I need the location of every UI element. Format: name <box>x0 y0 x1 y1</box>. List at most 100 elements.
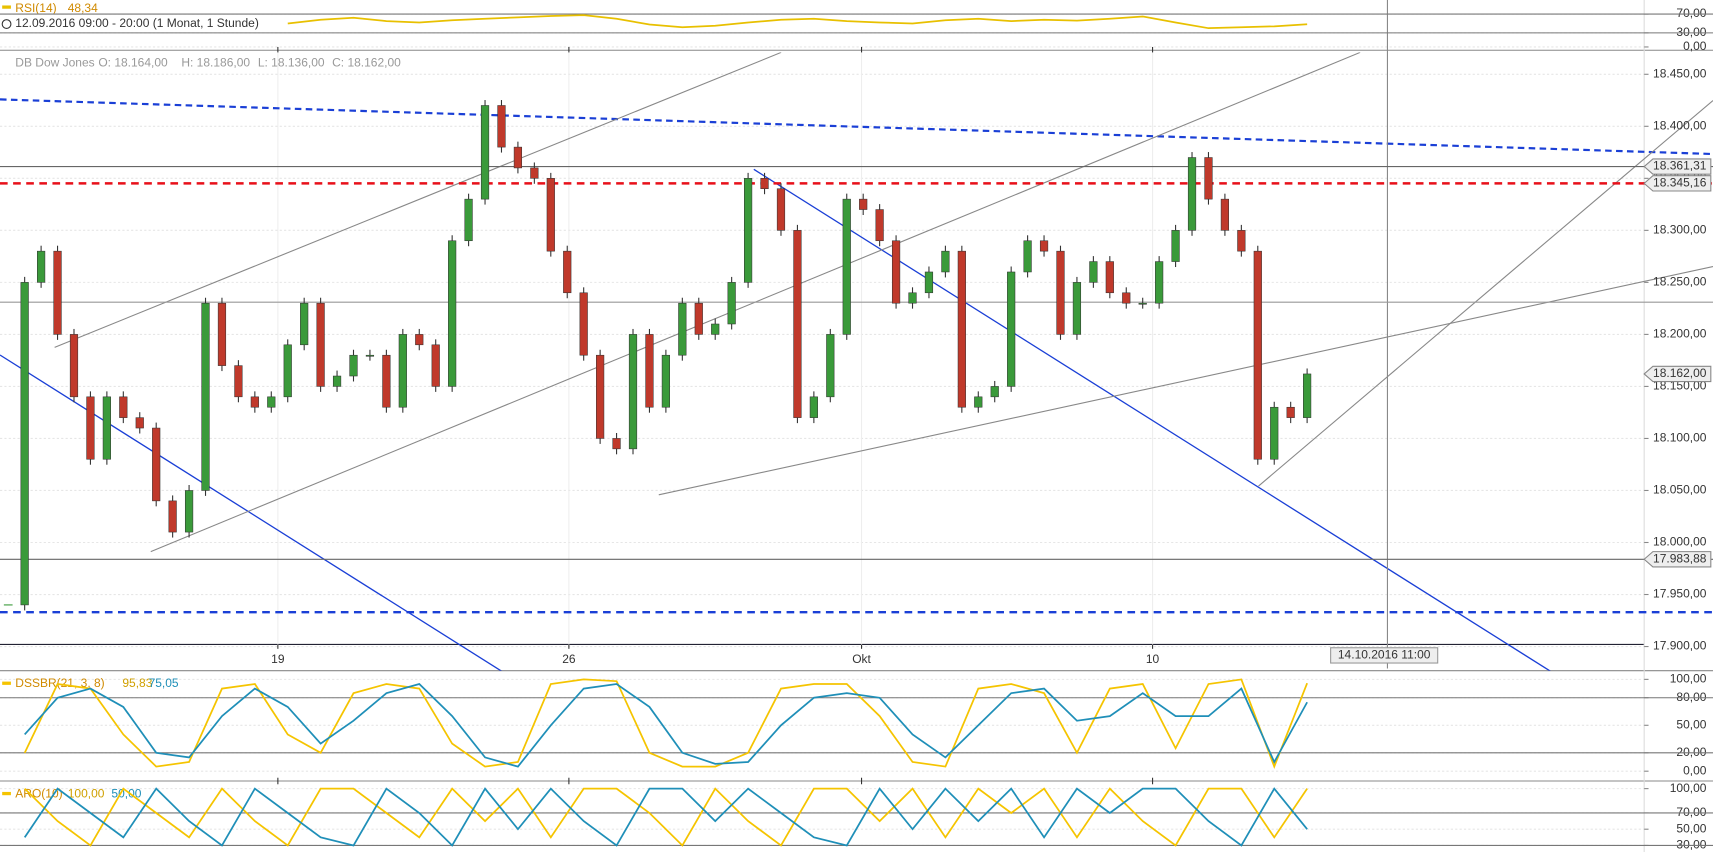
candle <box>168 500 177 533</box>
instrument: DB Dow Jones <box>15 56 94 70</box>
trend-line <box>0 98 1713 156</box>
candle <box>448 240 457 387</box>
candle <box>859 198 868 210</box>
x-tick-label: Okt <box>852 652 871 666</box>
candle <box>1303 373 1312 418</box>
candle <box>563 250 572 294</box>
candle <box>645 334 654 408</box>
candle <box>513 146 523 169</box>
candle <box>809 396 818 418</box>
indicator-line <box>24 787 1308 847</box>
y-tick-label: 17.950,00 <box>1653 587 1707 601</box>
candle <box>727 282 736 325</box>
trend-line <box>54 52 782 348</box>
candle <box>842 198 851 335</box>
candle <box>1270 406 1279 460</box>
price-tag-label: 17.983,88 <box>1653 551 1707 565</box>
y-tick-label: 30,00 <box>1676 25 1706 39</box>
candle <box>1056 250 1065 335</box>
y-tick-label: 17.900,00 <box>1653 639 1707 653</box>
candle <box>974 396 983 408</box>
y-tick-label: 18.300,00 <box>1653 223 1707 237</box>
candle <box>250 396 259 408</box>
candle <box>924 271 934 294</box>
y-tick-label: 18.250,00 <box>1653 275 1707 289</box>
rsi-swatch <box>2 5 11 9</box>
candle <box>990 386 999 398</box>
price-tag <box>1643 551 1712 568</box>
ohlc-label: H: 18.186,00 <box>181 56 250 70</box>
candle <box>1023 240 1032 273</box>
dss-swatch <box>2 681 11 685</box>
candle <box>69 334 79 398</box>
y-tick-label: 18.100,00 <box>1653 431 1707 445</box>
candle <box>316 302 325 387</box>
x-tick-label: 10 <box>1146 652 1160 666</box>
y-tick-label: 70,00 <box>1676 805 1706 819</box>
price-tag-label: 18.162,00 <box>1653 366 1707 380</box>
candle <box>1171 230 1180 262</box>
candle <box>53 250 62 335</box>
indicator-line <box>287 14 1308 30</box>
candle <box>1286 406 1295 418</box>
candle <box>530 167 539 179</box>
y-tick-label: 18.000,00 <box>1653 535 1707 549</box>
y-tick-label: 30,00 <box>1676 838 1706 852</box>
trend-line <box>658 265 1713 496</box>
candle <box>464 198 473 242</box>
candle <box>957 250 966 408</box>
candle <box>480 105 490 200</box>
period: 12.09.2016 09:00 - 20:00 (1 Monat, 1 Stu… <box>15 16 259 30</box>
candle <box>267 396 276 408</box>
candle <box>826 334 835 398</box>
candle <box>283 344 292 398</box>
y-tick-label: 100,00 <box>1670 672 1707 686</box>
candle <box>365 354 375 357</box>
candle <box>1122 292 1131 304</box>
aro-swatch <box>2 791 11 796</box>
indicator-line <box>23 787 1308 847</box>
candle <box>891 240 901 304</box>
legend-value: 95,83 <box>122 676 152 690</box>
candle <box>152 427 161 502</box>
legend-value: 100,00 <box>68 786 105 800</box>
candle <box>678 302 687 356</box>
ohlc-label: C: 18.162,00 <box>332 56 401 70</box>
y-tick-label: 18.450,00 <box>1653 66 1707 80</box>
y-tick-label: 20,00 <box>1676 745 1706 759</box>
candle <box>1089 261 1098 283</box>
y-tick-label: 80,00 <box>1676 690 1706 704</box>
candle <box>382 354 391 408</box>
candle <box>1187 157 1197 231</box>
candle <box>612 438 621 450</box>
price-tag <box>1643 365 1712 383</box>
y-tick-label: 100,00 <box>1670 781 1707 795</box>
legend-value: 75,05 <box>149 676 179 690</box>
candle <box>20 282 29 606</box>
candle <box>546 178 555 252</box>
clock-icon <box>1 19 12 29</box>
y-tick-label: 50,00 <box>1676 821 1706 835</box>
candle <box>1237 230 1246 252</box>
x-tick-label: 19 <box>271 652 285 666</box>
candle <box>201 302 210 491</box>
price-tag <box>1643 175 1712 192</box>
candle <box>1220 198 1230 231</box>
price-tag-label: 18.345,16 <box>1653 176 1707 190</box>
candle <box>332 375 342 387</box>
price-tag <box>1643 158 1712 175</box>
candle <box>579 292 588 356</box>
candle <box>776 188 786 231</box>
candle <box>661 354 670 408</box>
y-tick-label: 70,00 <box>1676 6 1706 20</box>
y-tick-label: 50,00 <box>1676 717 1706 731</box>
dss-title: DSSBR(21, 3, 8) <box>15 676 104 690</box>
trend-line <box>0 354 503 671</box>
candle <box>875 209 884 242</box>
candle <box>415 334 424 346</box>
candle <box>1155 261 1164 304</box>
y-tick-label: 18.400,00 <box>1653 118 1707 132</box>
candle <box>217 302 227 366</box>
